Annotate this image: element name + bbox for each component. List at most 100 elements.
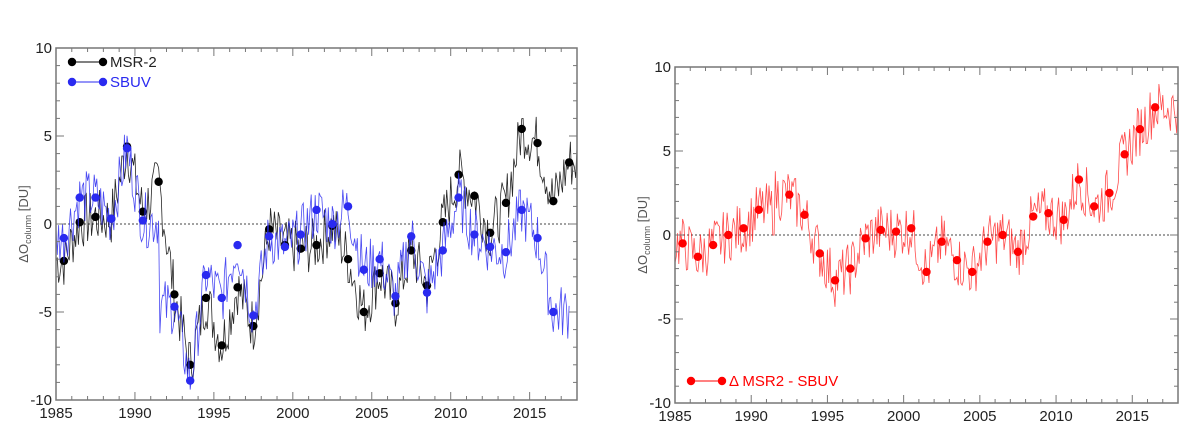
data-point: [549, 196, 558, 206]
data-point: [891, 227, 901, 236]
legend-marker: [686, 376, 696, 386]
y-tick-label: 0: [44, 216, 52, 233]
data-point: [470, 191, 479, 201]
data-point: [1028, 212, 1038, 221]
data-point: [1120, 150, 1129, 159]
chart-1: 1985 1990 1995 2000 2005 2010 2015 -10 -5 0 5 10 ΔOc…: [16, 40, 578, 422]
data-point: [75, 193, 84, 202]
y-label-unit: [DU]: [16, 185, 31, 215]
data-point: [201, 270, 211, 280]
data-point: [312, 205, 321, 215]
legend-marker: [98, 77, 108, 87]
x-tick-label: 2000: [276, 405, 309, 422]
data-point: [1059, 215, 1068, 225]
data-point: [678, 239, 687, 248]
data-point: [517, 124, 526, 134]
data-point: [564, 158, 574, 167]
y-tick-label: -5: [39, 304, 52, 321]
legend-marker: [717, 376, 727, 386]
legend-label: MSR-2: [110, 54, 157, 71]
data-point: [922, 267, 931, 277]
data-point: [485, 242, 495, 252]
data-point: [438, 246, 448, 255]
data-point: [312, 240, 321, 250]
y-tick-label: 10: [654, 59, 671, 76]
data-point: [693, 252, 703, 262]
data-point: [296, 230, 305, 239]
data-point: [375, 255, 384, 264]
data-point: [907, 224, 916, 233]
data-point: [391, 291, 400, 301]
data-point: [1105, 188, 1114, 198]
data-point: [343, 202, 353, 211]
data-point: [154, 177, 163, 186]
data-point: [1074, 175, 1084, 184]
y-axis-label: ΔOcolumn [DU]: [635, 196, 652, 273]
y-label-main: ΔO: [16, 244, 31, 263]
data-point: [233, 240, 242, 250]
legend-label: SBUV: [110, 74, 151, 91]
x-tick-label: 2010: [434, 405, 467, 422]
data-point: [264, 225, 274, 234]
data-point: [438, 218, 448, 227]
x-tick-label: 2010: [1039, 408, 1072, 425]
data-point: [501, 247, 511, 257]
data-point: [122, 144, 132, 153]
data-point: [815, 249, 825, 258]
data-point: [470, 230, 479, 239]
x-tick-label: 2015: [1116, 408, 1149, 425]
x-tick-label: 1990: [735, 408, 768, 425]
data-point: [359, 307, 369, 317]
y-tick-label: 10: [35, 40, 52, 57]
data-point: [170, 290, 179, 299]
data-point: [830, 276, 840, 285]
legend-label: Δ MSR2 - SBUV: [729, 373, 838, 390]
data-point: [359, 265, 369, 274]
chart-2: 1985 1990 1995 2000 2005 2010 2015 -10 -5 0 5 10 ΔOc…: [635, 59, 1179, 425]
data-point: [217, 293, 226, 303]
data-point: [296, 244, 305, 253]
data-point: [533, 233, 542, 243]
data-point: [1013, 247, 1023, 256]
data-point: [328, 219, 337, 229]
data-point: [937, 237, 946, 246]
data-point: [1150, 103, 1160, 112]
data-point: [91, 212, 100, 222]
data-point: [739, 224, 748, 233]
data-point: [233, 283, 242, 292]
data-point: [343, 255, 353, 264]
x-tick-label: 1990: [118, 405, 151, 422]
data-point: [876, 225, 885, 235]
data-point: [185, 376, 195, 385]
legend-marker: [67, 57, 77, 67]
data-point: [91, 193, 100, 202]
data-point: [422, 288, 432, 297]
data-point: [75, 218, 84, 227]
y-axis-label: ΔOcolumn [DU]: [16, 185, 33, 262]
x-tick-label: 2005: [963, 408, 996, 425]
data-point: [107, 214, 116, 223]
legend-marker: [98, 57, 108, 67]
data-point: [264, 232, 274, 241]
data-point: [138, 216, 148, 225]
y-tick-label: -10: [649, 395, 671, 412]
data-point: [485, 228, 495, 237]
y-label-sub: column: [23, 215, 33, 244]
data-point: [533, 138, 542, 148]
data-point: [861, 234, 870, 243]
data-point: [280, 242, 290, 252]
data-point: [407, 232, 416, 241]
series-trace-sbuv: [56, 134, 570, 390]
data-point: [1135, 124, 1145, 134]
data-point: [952, 256, 962, 265]
x-tick-label: 1995: [197, 405, 230, 422]
y-tick-label: 0: [663, 227, 671, 244]
data-point: [249, 311, 258, 320]
x-tick-label: 1995: [811, 408, 844, 425]
y-label-main: ΔO: [635, 255, 650, 274]
data-point: [501, 198, 511, 208]
data-point: [217, 341, 226, 350]
y-tick-label: 5: [44, 128, 52, 145]
y-tick-label: -10: [30, 392, 52, 409]
data-point: [201, 293, 211, 303]
